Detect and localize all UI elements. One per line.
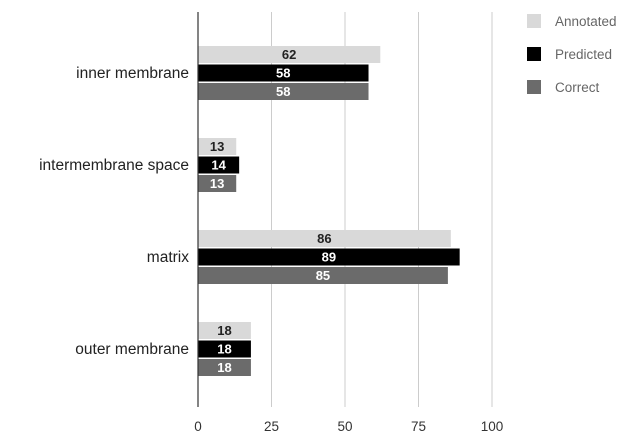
legend-label-correct: Correct xyxy=(555,80,600,95)
data-label-intermembrane-space-correct: 13 xyxy=(210,176,224,191)
x-tick-label-50: 50 xyxy=(337,419,352,434)
x-tick-label-0: 0 xyxy=(194,419,202,434)
legend: Annotated Predicted Correct xyxy=(527,14,617,95)
data-label-inner-membrane-annotated: 62 xyxy=(282,47,296,62)
bar-intermembrane-space-predicted xyxy=(198,156,240,174)
bar-matrix-annotated xyxy=(198,230,451,247)
legend-swatch-correct xyxy=(527,80,541,94)
legend-swatch-annotated xyxy=(527,14,541,28)
bar-inner-membrane-annotated xyxy=(198,46,381,63)
category-label-inner-membrane: inner membrane xyxy=(76,65,189,82)
bar-matrix-correct xyxy=(198,267,448,284)
category-label-intermembrane-space: intermembrane space xyxy=(39,157,189,174)
data-label-outer-membrane-predicted: 18 xyxy=(217,342,231,357)
bar-matrix-predicted xyxy=(198,248,460,266)
data-label-matrix-annotated: 86 xyxy=(317,231,331,246)
category-label-outer-membrane: outer membrane xyxy=(75,341,189,358)
bar-intermembrane-space-annotated xyxy=(198,138,237,155)
legend-label-predicted: Predicted xyxy=(555,47,612,62)
legend-label-annotated: Annotated xyxy=(555,14,617,29)
x-tick-label-100: 100 xyxy=(481,419,504,434)
bar-inner-membrane-correct xyxy=(198,83,369,100)
category-label-matrix: matrix xyxy=(147,249,189,266)
data-label-intermembrane-space-annotated: 13 xyxy=(210,139,224,154)
data-label-outer-membrane-annotated: 18 xyxy=(217,323,231,338)
data-label-inner-membrane-correct: 58 xyxy=(276,84,290,99)
bar-outer-membrane-annotated xyxy=(198,322,251,339)
data-label-inner-membrane-predicted: 58 xyxy=(276,66,290,81)
data-label-outer-membrane-correct: 18 xyxy=(217,360,231,375)
bar-intermembrane-space-correct xyxy=(198,175,237,192)
bar-inner-membrane-predicted xyxy=(198,64,369,82)
data-label-matrix-correct: 85 xyxy=(316,268,330,283)
data-label-intermembrane-space-predicted: 14 xyxy=(211,158,226,173)
legend-swatch-predicted xyxy=(527,47,541,61)
bar-outer-membrane-predicted xyxy=(198,340,251,358)
category-labels: inner membrane intermembrane space matrix o… xyxy=(39,65,189,358)
x-tick-label-25: 25 xyxy=(264,419,279,434)
bars: 62 58 58 13 14 13 86 89 85 18 18 18 xyxy=(198,46,460,376)
bar-outer-membrane-correct xyxy=(198,359,251,376)
x-tick-label-75: 75 xyxy=(411,419,426,434)
x-tick-labels: 0 25 50 75 100 xyxy=(194,419,503,434)
data-label-matrix-predicted: 89 xyxy=(322,250,336,265)
